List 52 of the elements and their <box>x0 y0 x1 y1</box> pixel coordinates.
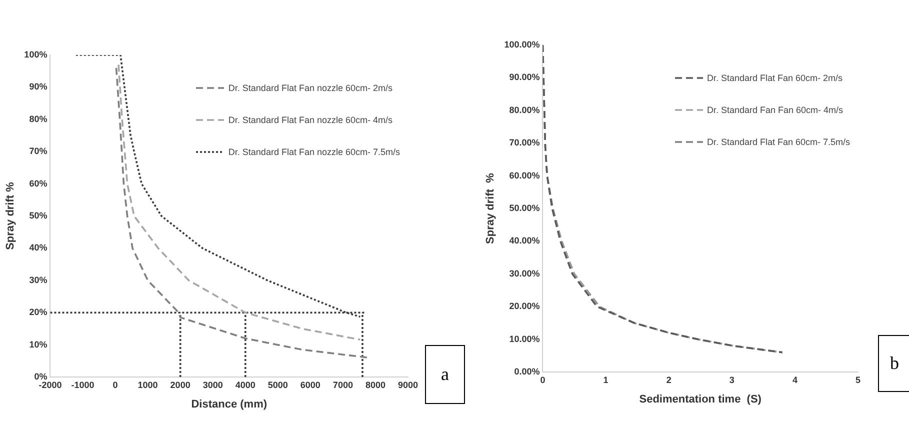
y-tick-label: 0% <box>34 371 48 382</box>
x-tick-label: 0 <box>112 380 118 390</box>
y-tick-label: 60% <box>29 178 48 188</box>
x-tick-label: 3 <box>729 374 734 385</box>
x-tick-label: 2 <box>666 374 672 385</box>
y-tick-label: 100% <box>24 49 48 60</box>
legend-label: Dr. Standard Fan Fan 60cm- 4m/s <box>706 105 843 115</box>
y-tick-label: 100.00% <box>504 39 540 50</box>
x-tick-label: 8000 <box>365 380 386 390</box>
y-axis-title: Spray drift % <box>484 172 497 244</box>
y-tick-label: 20% <box>29 307 48 318</box>
legend-label: Dr. Standard Flat Fan 60cm- 7.5m/s <box>706 137 850 147</box>
y-tick-label: 50% <box>29 210 48 220</box>
x-axis-title: Sedimentation time (S) <box>639 393 762 406</box>
x-axis-title: Distance (mm) <box>191 398 268 410</box>
y-tick-label: 70.00% <box>509 138 540 148</box>
y-tick-label: 40% <box>29 242 48 253</box>
y-tick-label: 80.00% <box>509 104 540 115</box>
y-tick-label: 30.00% <box>509 268 540 278</box>
y-tick-label: 10% <box>29 339 48 350</box>
x-tick-label: 6000 <box>300 380 320 390</box>
y-tick-label: 30% <box>29 274 48 285</box>
y-tick-label: 50.00% <box>509 202 540 213</box>
x-tick-label: 3000 <box>202 380 223 390</box>
legend-label: Dr. Standard Flat Fan nozzle 60cm- 7.5m/s <box>228 147 400 157</box>
legend-label: Dr. Standard Flat Fan nozzle 60cm- 4m/s <box>228 115 392 125</box>
legend-label: Dr. Standard Flat Fan nozzle 60cm- 2m/s <box>228 83 392 93</box>
x-tick-label: 4000 <box>235 380 256 390</box>
y-tick-label: 10.00% <box>509 334 540 344</box>
y-tick-label: 80% <box>29 114 48 124</box>
x-tick-label: 5000 <box>268 380 288 390</box>
y-tick-label: 70% <box>29 146 48 156</box>
x-tick-label: 1000 <box>138 380 158 390</box>
x-tick-label: 7000 <box>332 380 353 390</box>
y-tick-label: 90% <box>29 82 48 92</box>
legend-label: Dr. Standard Flat Fan 60cm- 2m/s <box>706 73 842 83</box>
x-tick-label: -2000 <box>38 380 62 390</box>
x-tick-label: 0 <box>540 374 546 385</box>
y-axis-title: Spray drift % <box>4 182 17 250</box>
x-tick-label: 5 <box>855 374 861 385</box>
x-tick-label: 1 <box>603 374 608 385</box>
x-tick-label: 9000 <box>398 380 418 390</box>
x-tick-label: 4 <box>792 374 798 385</box>
y-tick-label: 20.00% <box>509 301 540 312</box>
y-tick-label: 0.00% <box>514 366 540 376</box>
text: a <box>425 345 465 404</box>
x-tick-label: -1000 <box>71 380 94 390</box>
x-tick-label: 2000 <box>170 380 190 390</box>
y-tick-label: 90.00% <box>509 72 540 82</box>
y-tick-label: 60.00% <box>509 170 540 180</box>
y-tick-label: 40.00% <box>509 236 540 246</box>
text: b <box>878 335 909 392</box>
